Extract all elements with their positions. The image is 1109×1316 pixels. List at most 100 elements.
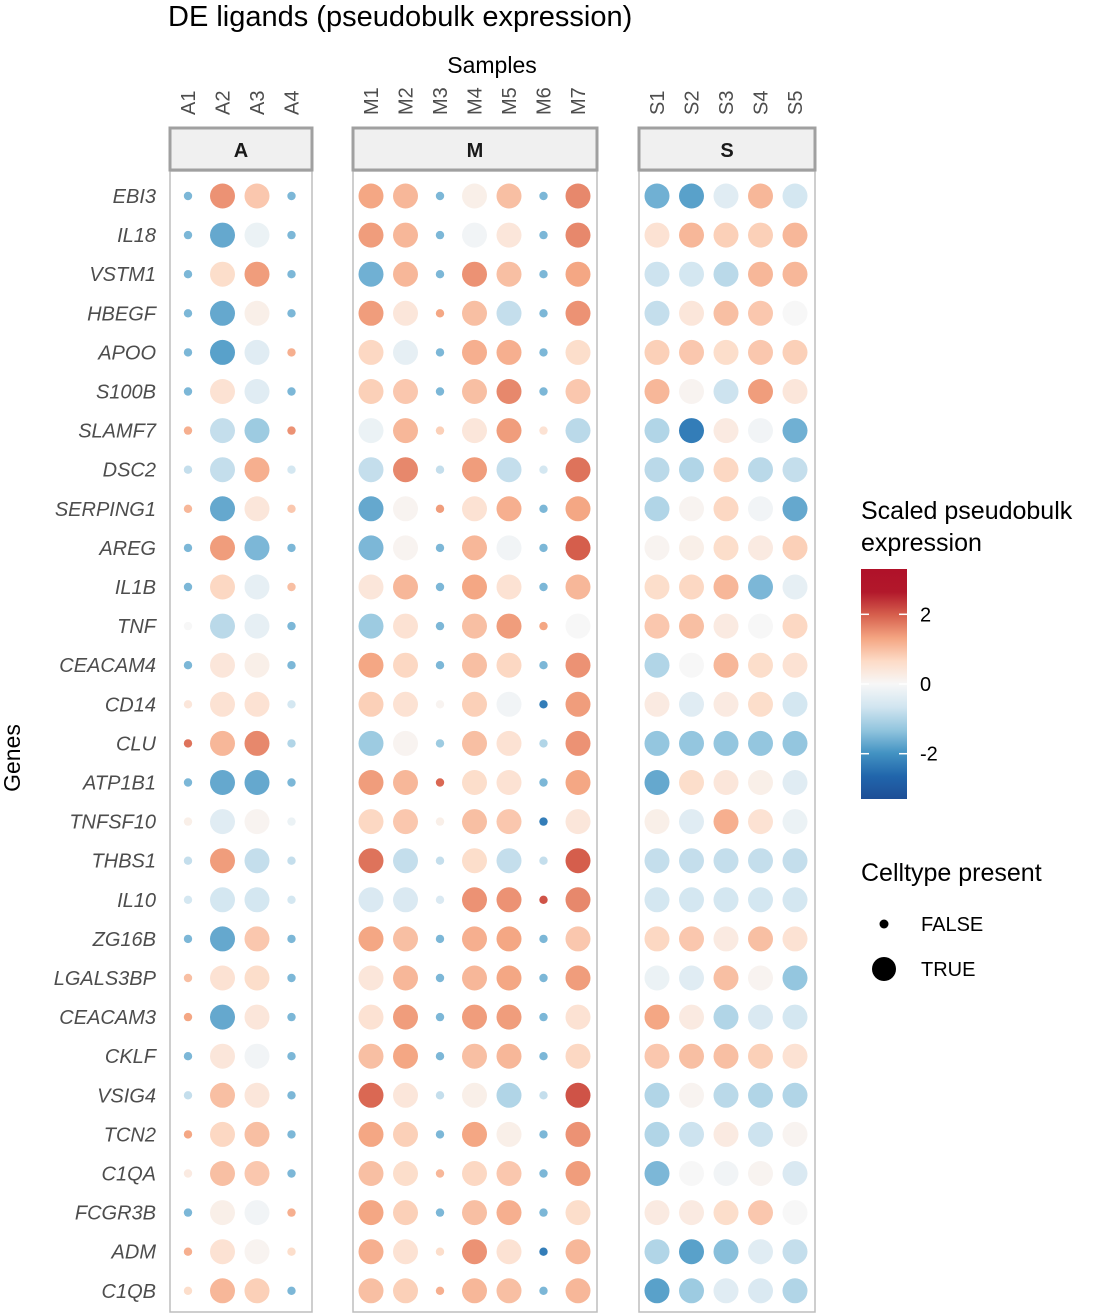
dot-VSIG4-A2 [210,1082,235,1108]
dot-IL10-S2 [679,887,704,913]
dot-DSC2-A3 [244,457,270,483]
dot-LGALS3BP-M2 [393,965,418,991]
dot-VSTM1-S1 [644,261,670,287]
dot-AREG-M2 [393,535,418,561]
dot-ATP1B1-M1 [358,770,384,795]
dot-THBS1-S4 [748,848,773,874]
dot-IL10-M6 [539,895,548,904]
dot-TNF-S1 [644,613,670,639]
dot-CD14-M4 [462,691,487,717]
dot-IL18-S1 [644,222,670,248]
dot-VSTM1-S2 [679,261,704,287]
dot-VSTM1-M5 [496,261,522,287]
dot-TNF-M1 [358,613,384,639]
dot-LGALS3BP-S1 [644,965,670,991]
gene-label: CD14 [105,694,156,716]
dot-IL1B-A3 [244,574,270,600]
dot-AREG-S5 [782,535,808,561]
dot-ADM-A4 [287,1247,296,1256]
dot-ZG16B-A4 [287,934,296,944]
dot-IL1B-A2 [210,574,235,600]
dot-SLAMF7-M2 [393,418,418,444]
dot-CD14-S4 [748,691,773,717]
dot-AREG-M5 [496,535,522,561]
dot-ATP1B1-M2 [393,770,418,795]
dot-TNFSF10-M5 [496,809,522,835]
dot-SLAMF7-M4 [462,418,487,444]
dot-ATP1B1-A3 [244,770,270,795]
dot-AREG-M4 [462,535,487,561]
dot-SLAMF7-M6 [539,426,548,435]
dot-CEACAM4-M5 [496,652,522,678]
dot-THBS1-S2 [679,848,704,874]
dot-APOO-S1 [644,339,670,365]
dot-IL10-A3 [244,887,270,913]
dot-IL10-M4 [462,887,487,913]
dot-ADM-M5 [496,1239,522,1265]
dot-FCGR3B-S5 [782,1200,808,1226]
dot-CLU-A2 [210,730,235,756]
dot-CEACAM3-M5 [496,1004,522,1030]
dot-FCGR3B-M3 [435,1208,445,1217]
dots [183,183,808,1304]
dot-CLU-A3 [244,730,270,756]
gene-label: TCN2 [104,1124,156,1146]
dot-TNF-A1 [183,621,193,631]
dot-AREG-A3 [244,535,270,561]
dot-CKLF-S4 [748,1043,773,1069]
dot-TCN2-S4 [748,1121,773,1147]
gene-label: LGALS3BP [54,968,157,990]
dot-HBEGF-M7 [565,300,591,326]
dot-TNFSF10-M3 [435,817,445,826]
dot-CLU-S3 [713,730,739,756]
dot-IL18-M7 [565,222,591,248]
dot-S100B-M2 [393,379,418,404]
dot-TCN2-A2 [210,1121,235,1147]
dot-CEACAM4-S1 [644,652,670,678]
facet-strip-A [168,126,314,172]
dot-IL10-S5 [782,887,808,913]
dot-LGALS3BP-S4 [748,965,773,991]
dot-VSTM1-S4 [748,261,773,287]
dot-THBS1-A3 [244,848,270,874]
gene-label: IL18 [117,225,156,247]
dot-CKLF-M7 [565,1043,591,1069]
dot-S100B-S5 [782,379,808,404]
dot-CKLF-M5 [496,1043,522,1069]
gene-label: VSTM1 [89,264,156,286]
dot-SERPING1-S1 [644,496,670,522]
gene-label: THBS1 [92,851,156,873]
dot-C1QB-M5 [496,1278,522,1304]
dot-TNF-S3 [713,613,739,639]
dot-THBS1-M7 [565,848,591,874]
dot-AREG-M3 [435,543,445,553]
dot-IL1B-M4 [462,574,487,600]
dot-LGALS3BP-A1 [183,973,193,983]
gene-label: S100B [96,382,156,404]
dot-IL18-S5 [782,222,808,248]
sample-label: M5 [499,87,521,115]
dot-DSC2-M5 [496,457,522,483]
dot-FCGR3B-M1 [358,1200,384,1226]
dot-C1QA-A3 [244,1161,270,1186]
gene-label: IL10 [117,890,156,912]
dot-SLAMF7-S3 [713,418,739,444]
dot-ADM-M1 [358,1239,384,1265]
dot-VSTM1-A1 [183,270,193,279]
dot-ATP1B1-S1 [644,770,670,795]
dot-HBEGF-M2 [393,300,418,326]
dot-S100B-S1 [644,379,670,404]
dot-HBEGF-A3 [244,300,270,326]
dot-C1QB-M2 [393,1278,418,1304]
dot-TNF-M5 [496,613,522,639]
dot-SLAMF7-M5 [496,418,522,444]
dot-IL18-S3 [713,222,739,248]
dot-THBS1-M6 [539,856,548,865]
dot-ADM-S2 [679,1239,704,1265]
dot-ATP1B1-A4 [287,778,296,787]
dot-TNFSF10-S4 [748,809,773,835]
dot-CLU-S5 [782,730,808,756]
dot-ZG16B-M6 [539,934,548,944]
